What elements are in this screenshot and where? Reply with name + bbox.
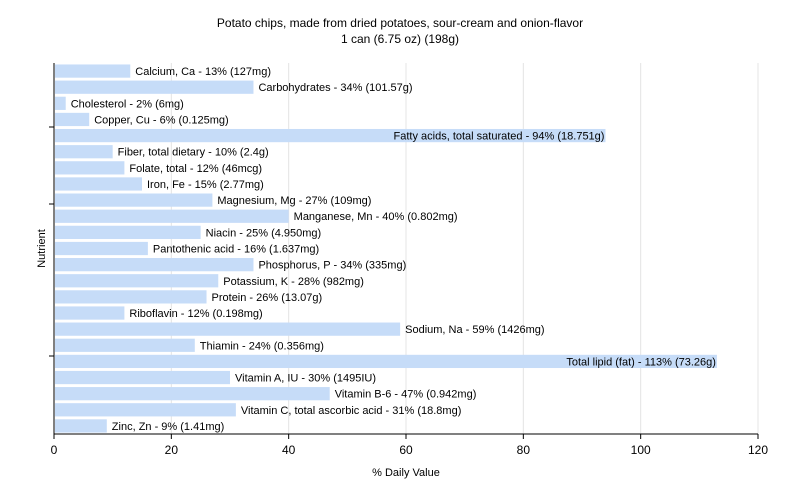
bar [55,403,236,416]
bar-data-label: Calcium, Ca - 13% (127mg) [135,66,271,78]
bar [55,274,218,287]
x-axis-title: % Daily Value [372,467,440,479]
bar [55,81,253,94]
bar [55,113,89,126]
x-tick-label: 60 [399,443,413,457]
bar-data-label: Sodium, Na - 59% (1426mg) [405,324,544,336]
bar [55,387,330,400]
bar-data-label: Manganese, Mn - 40% (0.802mg) [294,211,458,223]
bar [55,97,66,110]
bar-data-label: Riboflavin - 12% (0.198mg) [129,308,262,320]
bar-data-label: Total lipid (fat) - 113% (73.26g) [566,356,716,368]
bar-data-label: Vitamin C, total ascorbic acid - 31% (18… [241,405,462,417]
bar [55,290,207,303]
bar-data-label: Iron, Fe - 15% (2.77mg) [147,179,264,191]
bar-data-label: Vitamin A, IU - 30% (1495IU) [235,373,376,385]
bar-data-label: Thiamin - 24% (0.356mg) [200,340,324,352]
bar [55,371,230,384]
bar-data-label: Carbohydrates - 34% (101.57g) [258,82,412,94]
bar-data-label: Zinc, Zn - 9% (1.41mg) [112,421,224,433]
x-tick-label: 20 [165,443,179,457]
bar-data-label: Potassium, K - 28% (982mg) [223,276,364,288]
bar-data-label: Magnesium, Mg - 27% (109mg) [217,195,371,207]
bar [55,226,201,239]
bar [55,161,124,174]
x-tick-label: 120 [748,443,768,457]
y-axis-title: Nutrient [36,229,48,268]
bar [55,242,148,255]
bar-data-label: Niacin - 25% (4.950mg) [206,227,322,239]
bar-data-label: Protein - 26% (13.07g) [212,292,323,304]
bar [55,177,142,190]
bar [55,258,253,271]
bar-data-label: Fatty acids, total saturated - 94% (18.7… [394,131,605,143]
bar-data-label: Copper, Cu - 6% (0.125mg) [94,114,229,126]
bar [55,145,113,158]
x-tick-label: 40 [282,443,296,457]
x-tick-label: 0 [51,443,58,457]
bar [55,64,130,77]
x-tick-label: 80 [517,443,531,457]
bar [55,194,212,207]
bar-data-label: Pantothenic acid - 16% (1.637mg) [153,244,319,256]
x-tick-label: 100 [631,443,651,457]
bar [55,306,124,319]
bar-data-label: Phosphorus, P - 34% (335mg) [258,260,406,272]
bar [55,323,400,336]
bar [55,339,195,352]
bar [55,210,289,223]
bar-data-label: Cholesterol - 2% (6mg) [71,98,184,110]
bar [55,419,107,432]
bar-data-label: Fiber, total dietary - 10% (2.4g) [118,147,269,159]
bar-data-label: Vitamin B-6 - 47% (0.942mg) [335,389,477,401]
bar-data-label: Folate, total - 12% (46mcg) [129,163,262,175]
